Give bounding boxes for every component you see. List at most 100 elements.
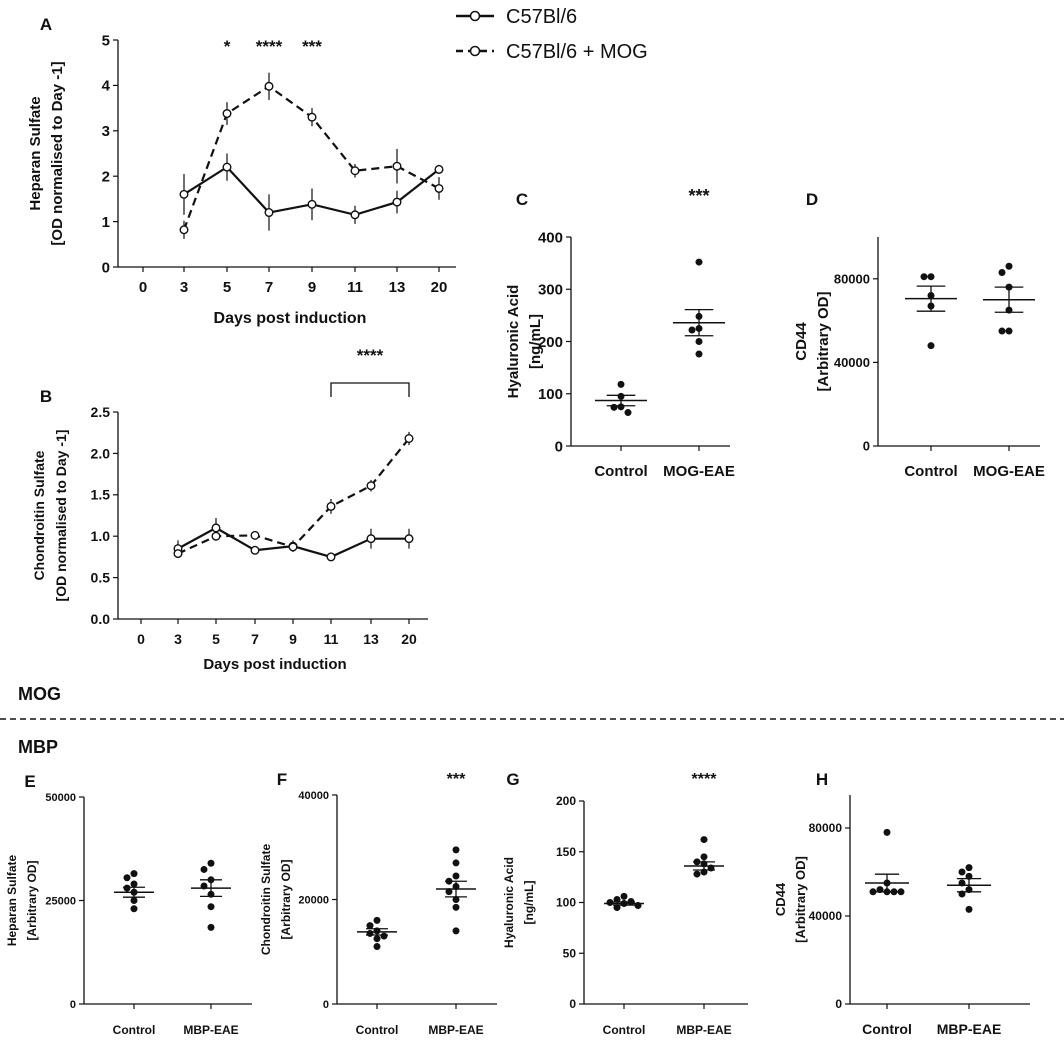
y-ticks-B: 0.0 0.5 1.0 1.5 2.0 2.5 — [91, 404, 118, 627]
series-control-B — [173, 517, 414, 562]
significance-bracket — [330, 382, 410, 397]
y-axis-label-B: Chondroitin Sulfate [OD normalised to Day… — [31, 430, 69, 602]
y-axis-label-line: CD44 — [793, 322, 810, 361]
data-point — [927, 342, 935, 350]
data-point — [965, 905, 973, 913]
group-eae-C: MOG-EAE — [663, 258, 735, 480]
y-ticks-H: 0 40000 80000 — [809, 821, 850, 1011]
data-point — [211, 531, 221, 541]
y-tick-label: 300 — [538, 282, 563, 299]
y-tick-label: 200 — [538, 334, 563, 351]
data-point — [373, 916, 381, 924]
data-point — [617, 403, 625, 411]
x-tick-label: 13 — [389, 279, 406, 296]
data-point — [366, 534, 376, 544]
y-axis-label-line: Heparan Sulfate — [5, 854, 19, 946]
x-tick-label: 3 — [174, 631, 182, 647]
x-tick-label: 11 — [324, 631, 339, 647]
panel-label-C: C — [516, 190, 528, 209]
x-category-label: MBP-EAE — [676, 1023, 731, 1037]
x-category-label: Control — [603, 1023, 646, 1037]
data-point — [445, 888, 453, 896]
series-control-A — [179, 153, 444, 231]
data-point — [207, 903, 215, 911]
x-category-label: Control — [356, 1023, 399, 1037]
data-point — [434, 183, 444, 193]
data-point — [695, 258, 703, 266]
group-control-H: Control — [862, 828, 912, 1037]
legend-item-mog: C57Bl/6 + MOG — [456, 41, 648, 63]
data-point — [222, 109, 232, 119]
data-point — [207, 923, 215, 931]
x-category-label: MOG-EAE — [973, 463, 1045, 480]
y-tick-label: 2 — [102, 168, 110, 185]
data-point — [264, 81, 274, 91]
data-point — [173, 549, 183, 559]
y-axis-label-C: Hyaluronic Acid [ng/mL] — [505, 285, 544, 399]
data-point — [307, 112, 317, 122]
x-ticks-A: 0 3 5 7 9 11 13 20 — [139, 267, 447, 296]
data-point — [179, 189, 189, 199]
y-tick-label: 3 — [102, 123, 110, 140]
x-category-label: Control — [904, 463, 957, 480]
data-point — [613, 895, 621, 903]
legend-item-control: C57Bl/6 — [456, 6, 577, 28]
data-point — [897, 888, 905, 896]
group-eae-F: MBP-EAE — [428, 846, 484, 1037]
y-axis-label-A: Heparan Sulfate [OD normalised to Day -1] — [27, 61, 66, 245]
data-point — [452, 896, 460, 903]
data-point — [965, 864, 973, 872]
section-label-mbp: MBP — [18, 737, 58, 757]
data-point — [123, 874, 131, 882]
chart-C: C Hyaluronic Acid [ng/mL] 0 100 200 300 400 Cont… — [505, 186, 735, 480]
panel-label-B: B — [40, 387, 52, 406]
panel-label-G: G — [506, 770, 519, 789]
data-point — [130, 870, 138, 878]
group-control-D: Control — [904, 273, 958, 480]
data-point — [207, 859, 215, 867]
y-tick-label: 100 — [538, 386, 563, 403]
chart-G: G Hyaluronic Acid [ng/mL] 0 50 100 150 200 Contr… — [502, 770, 748, 1037]
significance-annotation: *** — [688, 186, 709, 206]
data-point — [1005, 262, 1013, 270]
data-point — [326, 501, 336, 511]
series-mog-B — [173, 431, 414, 559]
y-tick-label: 25000 — [45, 895, 76, 907]
x-tick-label: 20 — [401, 631, 417, 647]
y-ticks-G: 0 50 100 150 200 — [556, 794, 584, 1011]
charts-layer: A Heparan Sulfate [OD normalised to Day -1… — [5, 15, 1045, 1037]
data-point — [130, 897, 138, 904]
x-tick-label: 11 — [347, 279, 363, 296]
data-point — [123, 884, 131, 892]
data-point — [920, 273, 928, 281]
y-tick-label: 0.5 — [91, 570, 111, 586]
significance-annotation: *** — [447, 771, 466, 788]
x-category-label: MBP-EAE — [183, 1023, 238, 1037]
y-axis-label-F: Chondroitin Sulfate [Arbitrary OD] — [259, 844, 293, 956]
x-tick-label: 0 — [137, 631, 145, 647]
y-tick-label: 2.5 — [91, 404, 111, 420]
data-point — [452, 872, 460, 880]
data-point — [998, 327, 1006, 335]
y-tick-label: 80000 — [834, 271, 870, 286]
legend-label-mog: C57Bl/6 + MOG — [506, 41, 648, 63]
data-point — [1005, 327, 1013, 335]
data-point — [222, 162, 232, 172]
legend: C57Bl/6 C57Bl/6 + MOG — [456, 6, 648, 63]
y-tick-label: 0 — [70, 999, 76, 1011]
significance-annotation: **** — [692, 771, 718, 788]
x-axis-label-B: Days post induction — [203, 656, 346, 673]
significance-annotation: * — [224, 37, 231, 56]
series-mog-A — [179, 72, 444, 239]
group-eae-D: MOG-EAE — [973, 262, 1045, 480]
data-point — [350, 210, 360, 220]
data-point — [617, 380, 625, 388]
panel-label-D: D — [806, 190, 818, 209]
significance-annotation: **** — [256, 37, 283, 56]
y-tick-label: 50 — [563, 946, 577, 960]
data-point — [130, 905, 138, 913]
x-category-label: MBP-EAE — [937, 1021, 1002, 1037]
y-axis-label-E: Heparan Sulfate [Arbitrary OD] — [5, 854, 39, 946]
y-axis-label-line: [Arbitrary OD] — [815, 291, 832, 391]
